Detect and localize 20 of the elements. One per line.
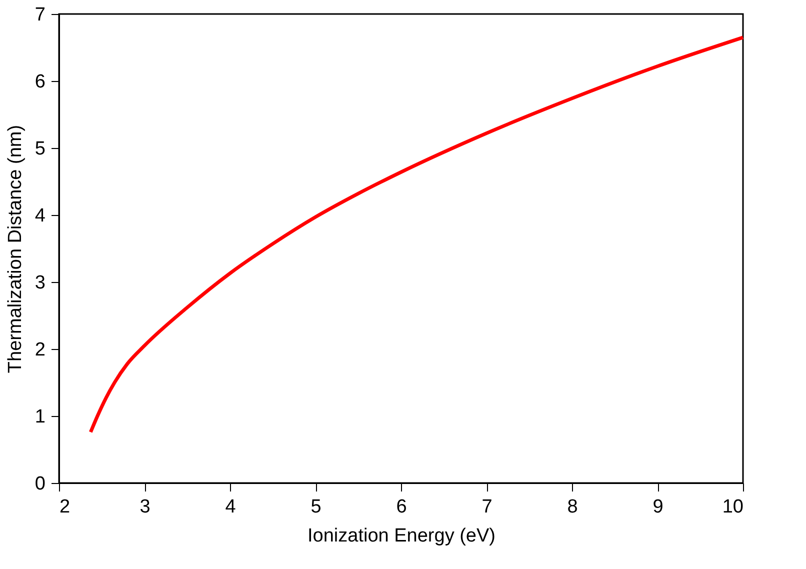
y-tick-label: 1 xyxy=(34,406,46,428)
x-axis-title: Ionization Energy (eV) xyxy=(308,526,496,546)
y-tick-label: 6 xyxy=(34,72,46,92)
y-tick-label: 7 xyxy=(34,4,46,26)
x-tick-label: 5 xyxy=(310,496,322,518)
x-tick-label: 10 xyxy=(722,496,744,518)
y-tick-label: 3 xyxy=(34,272,46,294)
y-tick-label: 5 xyxy=(34,138,46,160)
y-tick-label: 4 xyxy=(34,206,46,226)
y-axis-title: Thermalization Distance (nm) xyxy=(4,124,26,374)
x-tick-label: 9 xyxy=(652,496,664,518)
x-tick-label: 4 xyxy=(225,496,236,518)
line-series xyxy=(88,36,745,434)
x-tick-label: 7 xyxy=(482,496,492,518)
x-tick-label: 6 xyxy=(396,496,407,518)
x-tick-label: 8 xyxy=(567,496,578,518)
y-tick-label: 0 xyxy=(34,474,46,494)
x-tick-label: 3 xyxy=(140,496,150,518)
y-tick-label: 2 xyxy=(34,340,46,360)
x-tick-label: 2 xyxy=(60,496,70,518)
